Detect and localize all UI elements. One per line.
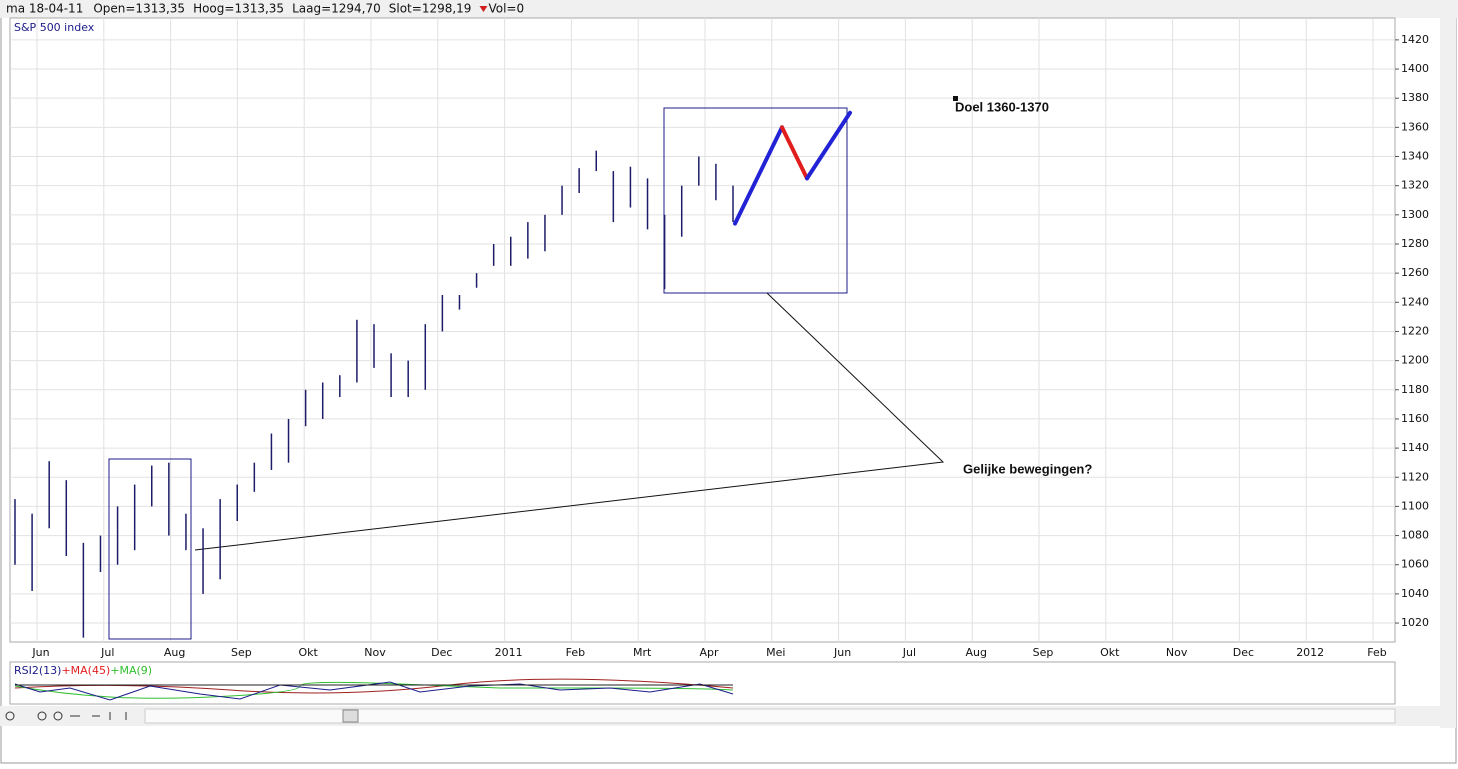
x-tick-label: Feb	[566, 646, 585, 659]
ma45-line	[14, 678, 734, 694]
annotation: Doel 1360-1370	[955, 99, 1049, 114]
indicator-legend: RSI2(13)	[14, 664, 61, 677]
x-tick-label: Nov	[1166, 646, 1188, 659]
zoom-out-icon[interactable]	[53, 711, 63, 721]
y-tick-label: 1340	[1401, 150, 1429, 163]
header-bar	[0, 0, 1458, 18]
anchor-handle	[953, 96, 958, 101]
x-tick-label: Sep	[1033, 646, 1054, 659]
y-tick-label: 1080	[1401, 529, 1429, 542]
zoom-icon[interactable]	[5, 711, 15, 721]
header-field: Laag=1294,70	[292, 2, 381, 16]
y-tick-label: 1360	[1401, 120, 1429, 133]
projection-segment	[733, 125, 784, 226]
y-tick-label: 1160	[1401, 412, 1429, 425]
y-tick-label: 1100	[1401, 499, 1429, 512]
indicator-panel	[9, 661, 1396, 705]
y-tick-label: 1300	[1401, 208, 1429, 221]
x-tick-label: 2012	[1296, 646, 1324, 659]
projection-segment	[780, 125, 809, 181]
header-date: ma 18-04-11	[6, 2, 83, 16]
x-tick-label: Feb	[1367, 646, 1386, 659]
x-tick-label: 2011	[495, 646, 523, 659]
highlight-box	[663, 107, 848, 294]
x-tick-label: Nov	[364, 646, 386, 659]
rsi-line	[14, 681, 734, 701]
y-tick-label: 1380	[1401, 91, 1429, 104]
y-tick-label: 1200	[1401, 354, 1429, 367]
comparison-lines	[194, 292, 945, 551]
grid	[10, 18, 1395, 642]
x-tick-label: Jun	[833, 646, 851, 659]
x-tick-label: Jun	[31, 646, 49, 659]
x-tick-label: Aug	[164, 646, 185, 659]
highlight-box	[108, 458, 192, 640]
plot-frame	[9, 17, 1396, 643]
projection-segment	[805, 110, 852, 181]
y-tick-label: 1320	[1401, 179, 1429, 192]
y-tick-label: 1180	[1401, 383, 1429, 396]
x-tick-label: Mei	[766, 646, 785, 659]
down-arrow	[479, 6, 488, 12]
scroll-thumb[interactable]	[342, 709, 359, 723]
x-tick-label: Jul	[100, 646, 114, 659]
side-gutter	[1440, 18, 1456, 728]
x-tick-label: Jul	[902, 646, 916, 659]
toolbar-icons[interactable]	[5, 708, 1396, 724]
y-tick-label: 1120	[1401, 470, 1429, 483]
x-tick-label: Sep	[231, 646, 252, 659]
y-tick-label: 1420	[1401, 33, 1429, 46]
header-field: Slot=1298,19	[389, 2, 472, 16]
x-tick-label: Aug	[965, 646, 986, 659]
y-tick-label: 1280	[1401, 237, 1429, 250]
x-tick-label: Okt	[1100, 646, 1120, 659]
scrollbar[interactable]	[144, 708, 1396, 724]
chart-title: S&P 500 index	[14, 21, 95, 34]
y-tick-label: 1260	[1401, 266, 1429, 279]
pan-icons[interactable]	[70, 712, 127, 720]
indicator-legend: +MA(45)	[61, 664, 110, 677]
x-tick-label: Dec	[1233, 646, 1254, 659]
y-tick-label: 1040	[1401, 587, 1429, 600]
indicator-legend: +MA(9)	[110, 664, 152, 677]
header-field: Open=1313,35	[93, 2, 185, 16]
indicator-lines	[14, 678, 734, 701]
x-tick-label: Apr	[699, 646, 719, 659]
y-tick-label: 1140	[1401, 441, 1429, 454]
x-tick-label: Mrt	[633, 646, 652, 659]
x-tick-label: Dec	[431, 646, 452, 659]
y-tick-label: 1400	[1401, 62, 1429, 75]
y-tick-label: 1220	[1401, 324, 1429, 337]
y-tick-label: 1020	[1401, 616, 1429, 629]
header-field: Hoog=1313,35	[193, 2, 284, 16]
y-tick-label: 1060	[1401, 558, 1429, 571]
y-tick-label: 1240	[1401, 295, 1429, 308]
x-tick-label: Okt	[299, 646, 319, 659]
header-field: Vol=0	[488, 2, 524, 16]
zoom-in-icon[interactable]	[37, 711, 47, 721]
annotation: Gelijke bewegingen?	[963, 461, 1092, 476]
